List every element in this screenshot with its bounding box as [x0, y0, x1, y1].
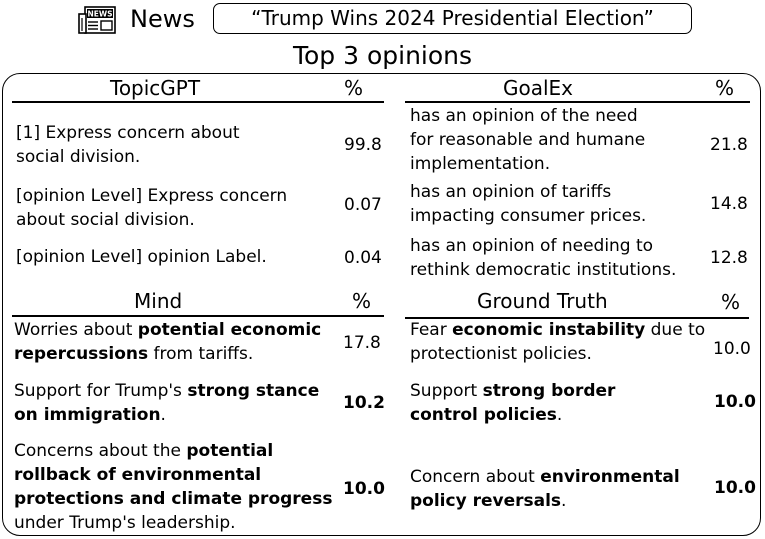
topicgpt-pct-header: % — [344, 76, 364, 100]
topicgpt-header-rule — [12, 101, 384, 103]
goalex-row-2-text: has an opinion of tariffs impacting consu… — [410, 182, 647, 226]
headline-box: “Trump Wins 2024 Presidential Election” — [213, 3, 692, 34]
topicgpt-row-2-text: [opinion Level] Express concern about soc… — [16, 186, 288, 230]
mind-row-3-pct: 10.0 — [343, 479, 385, 499]
goalex-header-rule — [405, 101, 750, 103]
ground-truth-row-1-pct: 10.0 — [713, 339, 751, 359]
ground-truth-row-1-text: Fear economic instability due to protect… — [410, 320, 706, 364]
mind-title: Mind — [134, 289, 183, 313]
ground-truth-title: Ground Truth — [477, 289, 608, 313]
ground-truth-header-rule — [405, 317, 749, 319]
ground-truth-row-2-text: Support strong border control policies. — [410, 381, 616, 425]
section-title: Top 3 opinions — [292, 41, 473, 70]
goalex-row-1-pct: 21.8 — [710, 135, 748, 155]
goalex-row-2-pct: 14.8 — [710, 194, 748, 214]
newspaper-icon: NEWS — [78, 6, 116, 34]
goalex-row-3-text: has an opinion of needing to rethink demo… — [410, 236, 677, 280]
topicgpt-row-1-text: [1] Express concern about social division… — [16, 123, 240, 167]
news-label: News — [130, 5, 195, 33]
mind-row-2-text: Support for Trump's strong stance on imm… — [14, 381, 320, 425]
topicgpt-row-1-pct: 99.8 — [344, 135, 382, 155]
ground-truth-pct-header: % — [721, 290, 741, 314]
ground-truth-row-3-pct: 10.0 — [714, 478, 756, 498]
goalex-title: GoalEx — [503, 76, 574, 100]
ground-truth-row-2-pct: 10.0 — [714, 392, 756, 412]
topicgpt-title: TopicGPT — [110, 76, 201, 100]
goalex-row-3-pct: 12.8 — [710, 248, 748, 268]
topicgpt-row-3-text: [opinion Level] opinion Label. — [16, 247, 267, 267]
mind-row-3-text: Concerns about the potential rollback of… — [14, 441, 333, 533]
opinions-frame — [2, 73, 761, 536]
mind-header-rule — [12, 315, 384, 317]
mind-row-1-text: Worries about potential economic repercu… — [14, 320, 322, 364]
mind-row-2-pct: 10.2 — [343, 393, 385, 413]
topicgpt-row-2-pct: 0.07 — [344, 195, 382, 215]
svg-text:NEWS: NEWS — [87, 10, 112, 19]
goalex-pct-header: % — [715, 76, 735, 100]
mind-row-1-pct: 17.8 — [343, 333, 381, 353]
ground-truth-row-3-text: Concern about environmental policy rever… — [410, 467, 680, 511]
topicgpt-row-3-pct: 0.04 — [344, 248, 382, 268]
mind-pct-header: % — [352, 289, 372, 313]
goalex-row-1-text: has an opinion of the need for reasonable… — [410, 106, 646, 174]
